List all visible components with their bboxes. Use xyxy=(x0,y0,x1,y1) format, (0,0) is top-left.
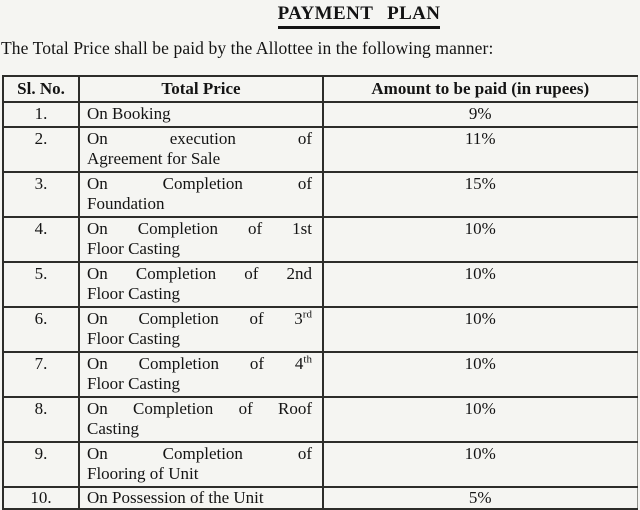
amount-cell: 10% xyxy=(322,216,638,263)
sl-no-cell: 9. xyxy=(2,441,80,488)
milestone-cell: On execution of Agreement for Sale xyxy=(78,126,324,173)
milestone-line: On Completion of xyxy=(87,444,312,463)
milestone-line: Casting xyxy=(87,419,139,438)
document-page: PAYMENT PLAN The Total Price shall be pa… xyxy=(0,3,640,510)
table-row: 6. On Completion of 3rd Floor Casting 10% xyxy=(2,306,638,353)
amount-cell: 11% xyxy=(322,126,638,173)
milestone-line: Foundation xyxy=(87,194,165,213)
milestone-line: Flooring of Unit xyxy=(87,464,199,483)
amount-cell: 10% xyxy=(322,441,638,488)
sl-no-cell: 3. xyxy=(2,171,80,218)
milestone-line: On Completion of 1st xyxy=(87,219,312,238)
milestone-cell: On Completion of 3rd Floor Casting xyxy=(78,306,324,353)
milestone-line: On Completion of xyxy=(87,174,312,193)
amount-cell: 10% xyxy=(322,261,638,308)
table-row: 1. On Booking 9% xyxy=(2,101,638,128)
sl-no-cell: 6. xyxy=(2,306,80,353)
intro-text: The Total Price shall be paid by the All… xyxy=(1,38,494,58)
amount-cell: 9% xyxy=(322,101,638,128)
milestone-cell: On Completion of 1st Floor Casting xyxy=(78,216,324,263)
column-header-total-price: Total Price xyxy=(78,75,324,103)
table-body: 1. On Booking 9% 2. On execution of Agreement f… xyxy=(2,101,638,510)
milestone-cell: On Completion of Foundation xyxy=(78,171,324,218)
column-header-sl-no: Sl. No. xyxy=(2,75,80,103)
column-header-amount: Amount to be paid (in rupees) xyxy=(322,75,638,103)
milestone-cell: On Completion of 4th Floor Casting xyxy=(78,351,324,398)
sl-no-cell: 2. xyxy=(2,126,80,173)
milestone-line: Floor Casting xyxy=(87,374,181,393)
sl-no-cell: 7. xyxy=(2,351,80,398)
sl-no-cell: 10. xyxy=(2,486,80,510)
table-row: 8. On Completion of Roof Casting 10% xyxy=(2,396,638,443)
milestone-line: Floor Casting xyxy=(87,239,181,258)
amount-cell: 5% xyxy=(322,486,638,510)
table-row: 9. On Completion of Flooring of Unit 10% xyxy=(2,441,638,488)
amount-cell: 10% xyxy=(322,396,638,443)
milestone-cell: On Completion of 2nd Floor Casting xyxy=(78,261,324,308)
table-row: 10. On Possession of the Unit 5% xyxy=(2,486,638,510)
milestone-cell: On Completion of Roof Casting xyxy=(78,396,324,443)
sl-no-cell: 8. xyxy=(2,396,80,443)
sl-no-cell: 5. xyxy=(2,261,80,308)
milestone-line: Floor Casting xyxy=(87,284,181,303)
milestone-line: Agreement for Sale xyxy=(87,149,221,168)
milestone-line: On Completion of 4th xyxy=(87,353,312,373)
milestone-line: On Completion of 2nd xyxy=(87,264,312,283)
milestone-line: Floor Casting xyxy=(87,329,181,348)
milestone-line: On Booking xyxy=(87,104,171,123)
table-row: 4. On Completion of 1st Floor Casting 10% xyxy=(2,216,638,263)
milestone-line: On Completion of 3rd xyxy=(87,308,312,328)
title-container: PAYMENT PLAN xyxy=(0,3,640,29)
sl-no-cell: 1. xyxy=(2,101,80,128)
milestone-line: On Possession of the Unit xyxy=(87,488,264,507)
sl-no-cell: 4. xyxy=(2,216,80,263)
amount-cell: 10% xyxy=(322,306,638,353)
payment-plan-table: Sl. No. Total Price Amount to be paid (i… xyxy=(2,75,638,510)
table-header-row: Sl. No. Total Price Amount to be paid (i… xyxy=(2,75,638,103)
table-row: 7. On Completion of 4th Floor Casting 10% xyxy=(2,351,638,398)
milestone-line: On Completion of Roof xyxy=(87,399,312,418)
amount-cell: 10% xyxy=(322,351,638,398)
amount-cell: 15% xyxy=(322,171,638,218)
milestone-cell: On Possession of the Unit xyxy=(78,486,324,510)
milestone-cell: On Completion of Flooring of Unit xyxy=(78,441,324,488)
table-row: 5. On Completion of 2nd Floor Casting 10% xyxy=(2,261,638,308)
page-title: PAYMENT PLAN xyxy=(277,3,441,29)
table-row: 2. On execution of Agreement for Sale 11% xyxy=(2,126,638,173)
milestone-line: On execution of xyxy=(87,129,312,148)
milestone-cell: On Booking xyxy=(78,101,324,128)
table-row: 3. On Completion of Foundation 15% xyxy=(2,171,638,218)
